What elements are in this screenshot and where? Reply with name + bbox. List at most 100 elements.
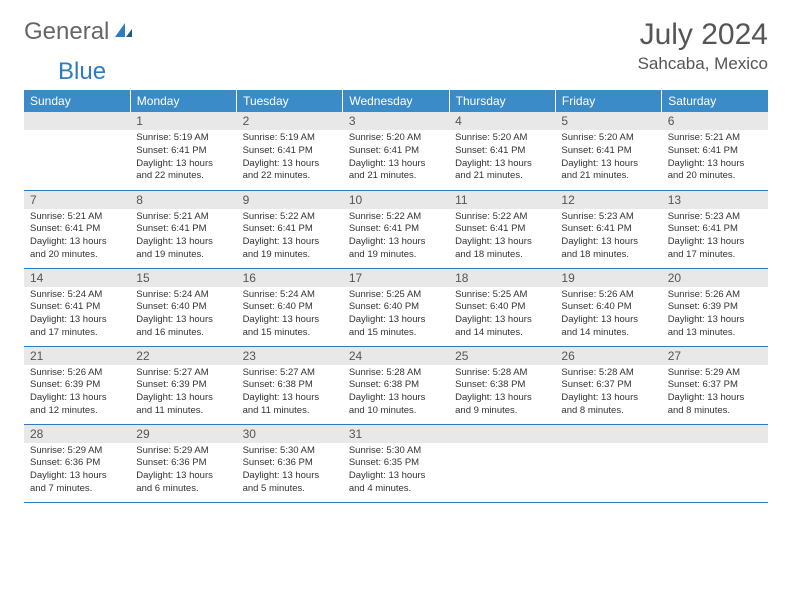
day-number: 6 [662, 112, 768, 130]
day-number: 27 [662, 347, 768, 365]
day-number: 28 [24, 425, 130, 443]
day-content: Sunrise: 5:22 AMSunset: 6:41 PMDaylight:… [237, 209, 343, 266]
day-content: Sunrise: 5:28 AMSunset: 6:38 PMDaylight:… [449, 365, 555, 422]
day-content: Sunrise: 5:21 AMSunset: 6:41 PMDaylight:… [662, 130, 768, 187]
calendar-day-cell: 10Sunrise: 5:22 AMSunset: 6:41 PMDayligh… [343, 190, 449, 268]
calendar-day-cell [662, 424, 768, 502]
day-content: Sunrise: 5:20 AMSunset: 6:41 PMDaylight:… [449, 130, 555, 187]
calendar-day-cell: 2Sunrise: 5:19 AMSunset: 6:41 PMDaylight… [237, 112, 343, 190]
weekday-header: Wednesday [343, 90, 449, 112]
day-number: 13 [662, 191, 768, 209]
day-number: 10 [343, 191, 449, 209]
day-number: 7 [24, 191, 130, 209]
day-number-empty [555, 425, 661, 443]
calendar-day-cell: 26Sunrise: 5:28 AMSunset: 6:37 PMDayligh… [555, 346, 661, 424]
weekday-header: Friday [555, 90, 661, 112]
day-number: 23 [237, 347, 343, 365]
day-content: Sunrise: 5:24 AMSunset: 6:41 PMDaylight:… [24, 287, 130, 344]
day-number: 24 [343, 347, 449, 365]
day-content: Sunrise: 5:19 AMSunset: 6:41 PMDaylight:… [130, 130, 236, 187]
day-number: 8 [130, 191, 236, 209]
month-year: July 2024 [638, 18, 768, 52]
calendar-day-cell: 4Sunrise: 5:20 AMSunset: 6:41 PMDaylight… [449, 112, 555, 190]
day-content: Sunrise: 5:29 AMSunset: 6:36 PMDaylight:… [24, 443, 130, 500]
day-number: 31 [343, 425, 449, 443]
calendar-day-cell: 25Sunrise: 5:28 AMSunset: 6:38 PMDayligh… [449, 346, 555, 424]
calendar-day-cell: 9Sunrise: 5:22 AMSunset: 6:41 PMDaylight… [237, 190, 343, 268]
calendar-week-row: 7Sunrise: 5:21 AMSunset: 6:41 PMDaylight… [24, 190, 768, 268]
calendar-day-cell: 22Sunrise: 5:27 AMSunset: 6:39 PMDayligh… [130, 346, 236, 424]
day-number: 20 [662, 269, 768, 287]
day-content: Sunrise: 5:24 AMSunset: 6:40 PMDaylight:… [237, 287, 343, 344]
day-number: 2 [237, 112, 343, 130]
day-content: Sunrise: 5:22 AMSunset: 6:41 PMDaylight:… [343, 209, 449, 266]
calendar-day-cell: 23Sunrise: 5:27 AMSunset: 6:38 PMDayligh… [237, 346, 343, 424]
calendar-day-cell: 5Sunrise: 5:20 AMSunset: 6:41 PMDaylight… [555, 112, 661, 190]
calendar-day-cell: 1Sunrise: 5:19 AMSunset: 6:41 PMDaylight… [130, 112, 236, 190]
weekday-header: Monday [130, 90, 236, 112]
calendar-day-cell: 21Sunrise: 5:26 AMSunset: 6:39 PMDayligh… [24, 346, 130, 424]
calendar-day-cell: 28Sunrise: 5:29 AMSunset: 6:36 PMDayligh… [24, 424, 130, 502]
day-number: 11 [449, 191, 555, 209]
day-content: Sunrise: 5:23 AMSunset: 6:41 PMDaylight:… [555, 209, 661, 266]
calendar-day-cell: 14Sunrise: 5:24 AMSunset: 6:41 PMDayligh… [24, 268, 130, 346]
day-content: Sunrise: 5:23 AMSunset: 6:41 PMDaylight:… [662, 209, 768, 266]
calendar-day-cell: 3Sunrise: 5:20 AMSunset: 6:41 PMDaylight… [343, 112, 449, 190]
day-content: Sunrise: 5:20 AMSunset: 6:41 PMDaylight:… [555, 130, 661, 187]
day-content: Sunrise: 5:27 AMSunset: 6:39 PMDaylight:… [130, 365, 236, 422]
day-number: 4 [449, 112, 555, 130]
day-content: Sunrise: 5:25 AMSunset: 6:40 PMDaylight:… [449, 287, 555, 344]
weekday-header: Sunday [24, 90, 130, 112]
calendar-day-cell: 29Sunrise: 5:29 AMSunset: 6:36 PMDayligh… [130, 424, 236, 502]
calendar-day-cell: 24Sunrise: 5:28 AMSunset: 6:38 PMDayligh… [343, 346, 449, 424]
calendar-day-cell: 19Sunrise: 5:26 AMSunset: 6:40 PMDayligh… [555, 268, 661, 346]
day-number: 12 [555, 191, 661, 209]
calendar-day-cell: 31Sunrise: 5:30 AMSunset: 6:35 PMDayligh… [343, 424, 449, 502]
weekday-header: Tuesday [237, 90, 343, 112]
day-content: Sunrise: 5:26 AMSunset: 6:39 PMDaylight:… [24, 365, 130, 422]
calendar-day-cell: 12Sunrise: 5:23 AMSunset: 6:41 PMDayligh… [555, 190, 661, 268]
brand-part2-wrap: Blue [24, 58, 768, 86]
calendar-week-row: 21Sunrise: 5:26 AMSunset: 6:39 PMDayligh… [24, 346, 768, 424]
calendar-day-cell: 7Sunrise: 5:21 AMSunset: 6:41 PMDaylight… [24, 190, 130, 268]
day-number: 17 [343, 269, 449, 287]
day-content: Sunrise: 5:27 AMSunset: 6:38 PMDaylight:… [237, 365, 343, 422]
day-content: Sunrise: 5:30 AMSunset: 6:36 PMDaylight:… [237, 443, 343, 500]
calendar-day-cell: 11Sunrise: 5:22 AMSunset: 6:41 PMDayligh… [449, 190, 555, 268]
day-number: 16 [237, 269, 343, 287]
day-number-empty [449, 425, 555, 443]
day-content: Sunrise: 5:21 AMSunset: 6:41 PMDaylight:… [24, 209, 130, 266]
day-number: 1 [130, 112, 236, 130]
day-number-empty [24, 112, 130, 130]
day-content: Sunrise: 5:19 AMSunset: 6:41 PMDaylight:… [237, 130, 343, 187]
calendar-day-cell: 6Sunrise: 5:21 AMSunset: 6:41 PMDaylight… [662, 112, 768, 190]
calendar-day-cell: 13Sunrise: 5:23 AMSunset: 6:41 PMDayligh… [662, 190, 768, 268]
day-number: 3 [343, 112, 449, 130]
day-number: 30 [237, 425, 343, 443]
calendar-day-cell [555, 424, 661, 502]
weekday-header: Saturday [662, 90, 768, 112]
day-number: 14 [24, 269, 130, 287]
day-number-empty [662, 425, 768, 443]
day-content: Sunrise: 5:30 AMSunset: 6:35 PMDaylight:… [343, 443, 449, 500]
calendar-day-cell [449, 424, 555, 502]
day-content: Sunrise: 5:24 AMSunset: 6:40 PMDaylight:… [130, 287, 236, 344]
brand-part1: General [24, 18, 109, 46]
calendar-day-cell: 16Sunrise: 5:24 AMSunset: 6:40 PMDayligh… [237, 268, 343, 346]
calendar-day-cell: 18Sunrise: 5:25 AMSunset: 6:40 PMDayligh… [449, 268, 555, 346]
day-content: Sunrise: 5:20 AMSunset: 6:41 PMDaylight:… [343, 130, 449, 187]
calendar-day-cell [24, 112, 130, 190]
day-number: 18 [449, 269, 555, 287]
day-number: 5 [555, 112, 661, 130]
day-content: Sunrise: 5:25 AMSunset: 6:40 PMDaylight:… [343, 287, 449, 344]
calendar-day-cell: 27Sunrise: 5:29 AMSunset: 6:37 PMDayligh… [662, 346, 768, 424]
calendar-body: 1Sunrise: 5:19 AMSunset: 6:41 PMDaylight… [24, 112, 768, 502]
day-number: 19 [555, 269, 661, 287]
day-content: Sunrise: 5:26 AMSunset: 6:39 PMDaylight:… [662, 287, 768, 344]
calendar-week-row: 28Sunrise: 5:29 AMSunset: 6:36 PMDayligh… [24, 424, 768, 502]
sail-icon [113, 18, 133, 46]
calendar-day-cell: 15Sunrise: 5:24 AMSunset: 6:40 PMDayligh… [130, 268, 236, 346]
day-content: Sunrise: 5:21 AMSunset: 6:41 PMDaylight:… [130, 209, 236, 266]
day-number: 25 [449, 347, 555, 365]
day-content: Sunrise: 5:29 AMSunset: 6:36 PMDaylight:… [130, 443, 236, 500]
